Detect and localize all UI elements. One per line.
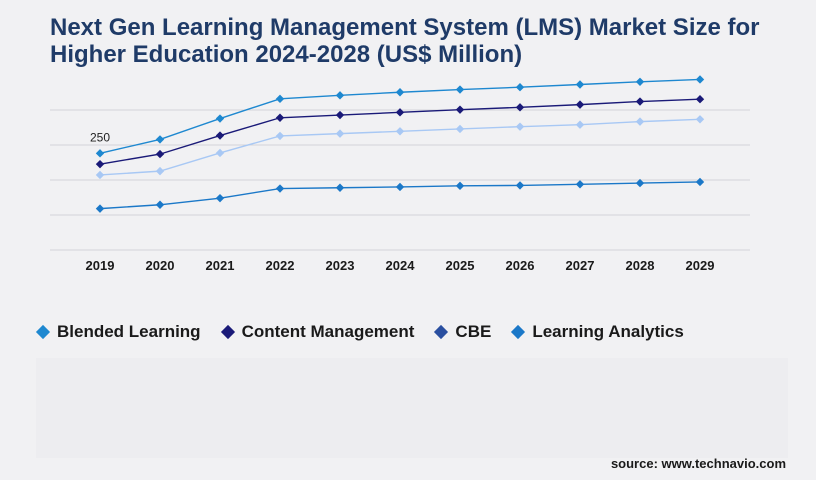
x-tick-label: 2020 <box>146 258 175 273</box>
data-point <box>395 88 405 97</box>
legend-marker-icon <box>434 324 449 340</box>
data-point <box>275 113 285 122</box>
data-point <box>515 103 525 112</box>
data-point <box>215 114 225 123</box>
data-point <box>335 183 345 192</box>
line-chart: 2019 2020 2021 2022 2023 2024 2025 2026 2027 2028… <box>50 75 750 273</box>
data-point <box>455 105 465 114</box>
data-point <box>395 127 405 136</box>
data-point <box>695 177 705 187</box>
source-credit: source: www.technavio.com <box>610 456 786 471</box>
data-point <box>515 83 525 92</box>
legend-marker-icon <box>220 324 235 340</box>
data-point <box>155 149 165 159</box>
data-point <box>695 75 705 84</box>
data-point <box>635 77 645 86</box>
legend-item-learning-analytics: Learning Analytics <box>511 322 684 342</box>
x-tick-label: 2022 <box>266 258 295 273</box>
data-point <box>95 149 105 158</box>
data-point <box>155 135 165 144</box>
chart-title: Next Gen Learning Management System (LMS… <box>50 14 760 68</box>
data-point <box>335 91 345 100</box>
x-tick-label: 2028 <box>626 258 655 273</box>
data-point <box>695 95 705 104</box>
data-point <box>335 110 345 120</box>
legend-label: Learning Analytics <box>532 322 684 341</box>
data-point <box>515 181 525 190</box>
data-point <box>95 204 105 213</box>
x-tick-label: 2024 <box>386 258 416 273</box>
data-point <box>155 200 165 209</box>
data-point <box>155 166 165 176</box>
data-point <box>695 115 705 124</box>
x-tick-label: 2026 <box>506 258 535 273</box>
data-point <box>635 117 645 126</box>
data-point <box>95 170 105 180</box>
data-point <box>575 120 585 129</box>
data-point <box>335 129 345 138</box>
x-tick-label: 2029 <box>686 258 715 273</box>
data-point <box>215 131 225 140</box>
legend-item-content-management: Content Management <box>220 322 415 342</box>
legend-marker-icon <box>35 324 51 340</box>
data-point <box>215 193 225 203</box>
data-point <box>635 97 645 106</box>
data-point <box>635 178 645 188</box>
data-point <box>455 124 465 134</box>
data-point <box>575 100 585 109</box>
x-tick-label: 2027 <box>566 258 595 273</box>
legend-label: Content Management <box>241 322 415 341</box>
legend-marker-icon <box>511 324 526 340</box>
x-tick-label: 2023 <box>326 258 355 273</box>
data-point <box>575 80 585 89</box>
legend-label: CBE <box>455 322 492 341</box>
data-point <box>275 131 285 141</box>
data-point <box>95 159 105 169</box>
x-tick-label: 2019 <box>86 258 115 273</box>
data-point <box>275 94 285 104</box>
data-point <box>515 122 525 131</box>
legend-item-blended-learning: Blended Learning <box>35 322 201 342</box>
data-point <box>395 182 405 192</box>
legend-label: Blended Learning <box>57 322 201 341</box>
data-point <box>575 180 585 189</box>
legend: Blended Learning Content Management CBE … <box>35 322 706 342</box>
lower-panel <box>36 358 788 458</box>
data-point <box>395 108 405 117</box>
data-point <box>455 85 465 94</box>
data-point <box>215 148 225 158</box>
legend-item-cbe: CBE <box>434 322 492 342</box>
x-tick-label: 2025 <box>446 258 475 273</box>
data-point <box>275 184 285 193</box>
data-label: 250 <box>90 130 110 144</box>
data-point <box>455 181 465 191</box>
x-tick-label: 2021 <box>206 258 235 273</box>
